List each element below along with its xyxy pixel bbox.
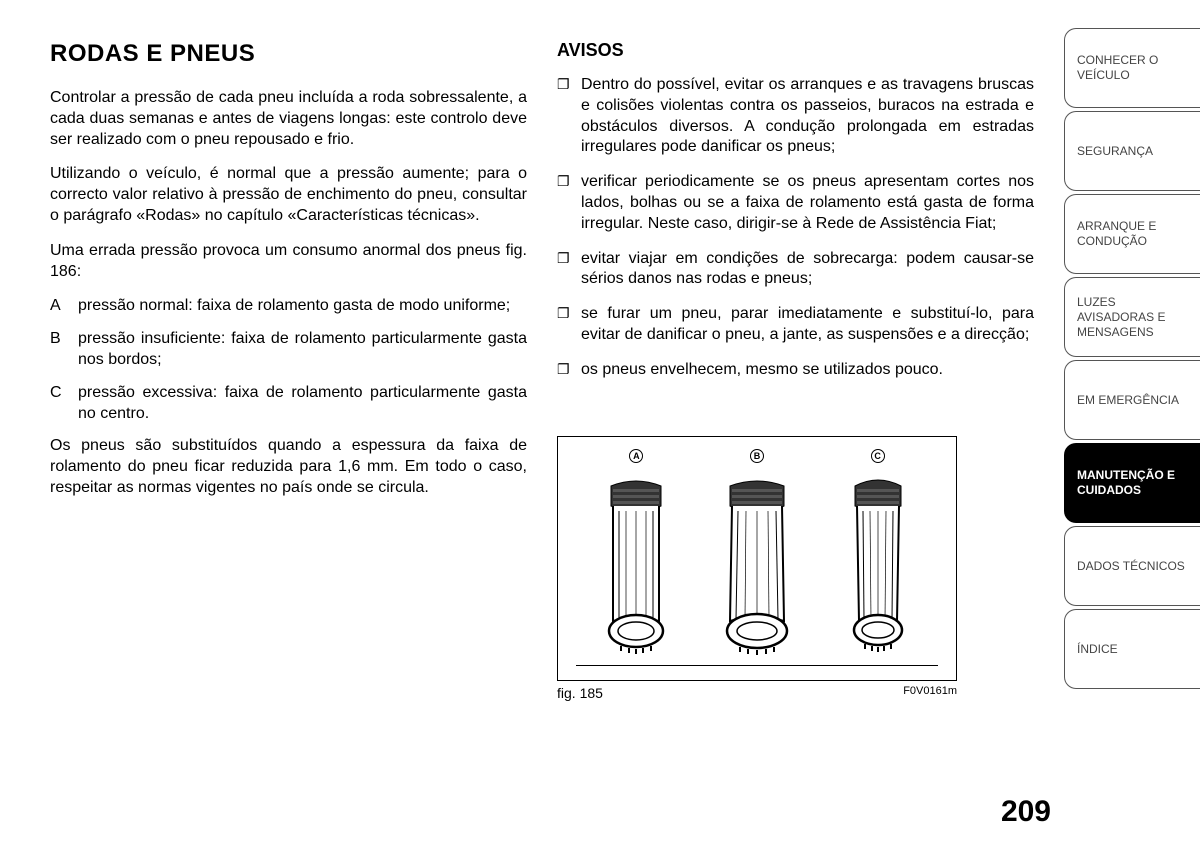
tire-svg-b [712, 471, 802, 661]
tire-svg-c [833, 471, 923, 661]
bullet-text-5: os pneus envelhecem, mesmo se utilizados… [581, 360, 1034, 381]
tire-label-c: C [871, 449, 885, 463]
tab-indice[interactable]: ÍNDICE [1064, 609, 1200, 689]
tire-label-a: A [629, 449, 643, 463]
list-letter-a: A [50, 296, 78, 317]
fig-caption-left: fig. 185 [557, 685, 603, 701]
tire-b: B [712, 449, 802, 661]
bullet-mark-icon: ❐ [557, 360, 581, 381]
bullet-text-1: Dentro do possível, evitar os arranques … [581, 75, 1034, 158]
tire-label-b: B [750, 449, 764, 463]
list-letter-c: C [50, 383, 78, 425]
bullet-4: ❐ se furar um pneu, parar imediatamente … [557, 304, 1034, 346]
list-item-b: B pressão insuficiente: faixa de rolamen… [50, 329, 527, 371]
tab-arranque[interactable]: ARRANQUE E CONDUÇÃO [1064, 194, 1200, 274]
list-item-c: C pressão excessiva: faixa de rolamento … [50, 383, 527, 425]
tab-label: ÍNDICE [1077, 642, 1118, 657]
tab-label: MANUTENÇÃO E CUIDADOS [1077, 468, 1192, 498]
figure-box: A [557, 436, 957, 681]
tab-label: EM EMERGÊNCIA [1077, 393, 1179, 408]
left-column: RODAS E PNEUS Controlar a pressão de cad… [50, 40, 527, 825]
tab-luzes[interactable]: LUZES AVISADORAS E MENSAGENS [1064, 277, 1200, 357]
bullet-mark-icon: ❐ [557, 75, 581, 158]
tire-svg-a [591, 471, 681, 661]
fig-caption-right: F0V0161m [903, 685, 957, 701]
ground-line [576, 665, 938, 666]
content-area: RODAS E PNEUS Controlar a pressão de cad… [0, 0, 1064, 845]
page-container: RODAS E PNEUS Controlar a pressão de cad… [0, 0, 1200, 845]
bullet-text-3: evitar viajar em condições de sobrecarga… [581, 249, 1034, 291]
tab-emergencia[interactable]: EM EMERGÊNCIA [1064, 360, 1200, 440]
tab-label: SEGURANÇA [1077, 144, 1153, 159]
tab-label: LUZES AVISADORAS E MENSAGENS [1077, 295, 1192, 340]
bullet-mark-icon: ❐ [557, 249, 581, 291]
tab-dados[interactable]: DADOS TÉCNICOS [1064, 526, 1200, 606]
tab-label: CONHECER O VEÍCULO [1077, 53, 1192, 83]
bullet-mark-icon: ❐ [557, 304, 581, 346]
list-text-c: pressão excessiva: faixa de rolamento pa… [78, 383, 527, 425]
bullet-2: ❐ verificar periodicamente se os pneus a… [557, 172, 1034, 234]
tab-conhecer[interactable]: CONHECER O VEÍCULO [1064, 28, 1200, 108]
bullet-3: ❐ evitar viajar em condições de sobrecar… [557, 249, 1034, 291]
tab-manutencao[interactable]: MANUTENÇÃO E CUIDADOS [1064, 443, 1200, 523]
list-item-a: A pressão normal: faixa de rolamento gas… [50, 296, 527, 317]
main-title: RODAS E PNEUS [50, 40, 527, 68]
figure-caption: fig. 185 F0V0161m [557, 685, 957, 701]
tab-label: ARRANQUE E CONDUÇÃO [1077, 219, 1192, 249]
paragraph-1: Controlar a pressão de cada pneu incluíd… [50, 88, 527, 150]
bullet-5: ❐ os pneus envelhecem, mesmo se utilizad… [557, 360, 1034, 381]
bullet-text-4: se furar um pneu, parar imediatamente e … [581, 304, 1034, 346]
list-letter-b: B [50, 329, 78, 371]
bullet-mark-icon: ❐ [557, 172, 581, 234]
page-number: 209 [1001, 795, 1051, 829]
bullet-1: ❐ Dentro do possível, evitar os arranque… [557, 75, 1034, 158]
tire-a: A [591, 449, 681, 661]
list-text-b: pressão insuficiente: faixa de rolamento… [78, 329, 527, 371]
tab-label: DADOS TÉCNICOS [1077, 559, 1185, 574]
sidebar-tabs: CONHECER O VEÍCULO SEGURANÇA ARRANQUE E … [1064, 0, 1200, 845]
list-text-a: pressão normal: faixa de rolamento gasta… [78, 296, 527, 317]
final-paragraph: Os pneus são substituídos quando a espes… [50, 436, 527, 498]
tire-c: C [833, 449, 923, 661]
bullet-text-2: verificar periodicamente se os pneus apr… [581, 172, 1034, 234]
sub-title: AVISOS [557, 40, 1034, 61]
right-column: AVISOS ❐ Dentro do possível, evitar os a… [557, 40, 1034, 825]
tab-seguranca[interactable]: SEGURANÇA [1064, 111, 1200, 191]
paragraph-3: Uma errada pressão provoca um consumo an… [50, 241, 527, 283]
paragraph-2: Utilizando o veículo, é normal que a pre… [50, 164, 527, 226]
